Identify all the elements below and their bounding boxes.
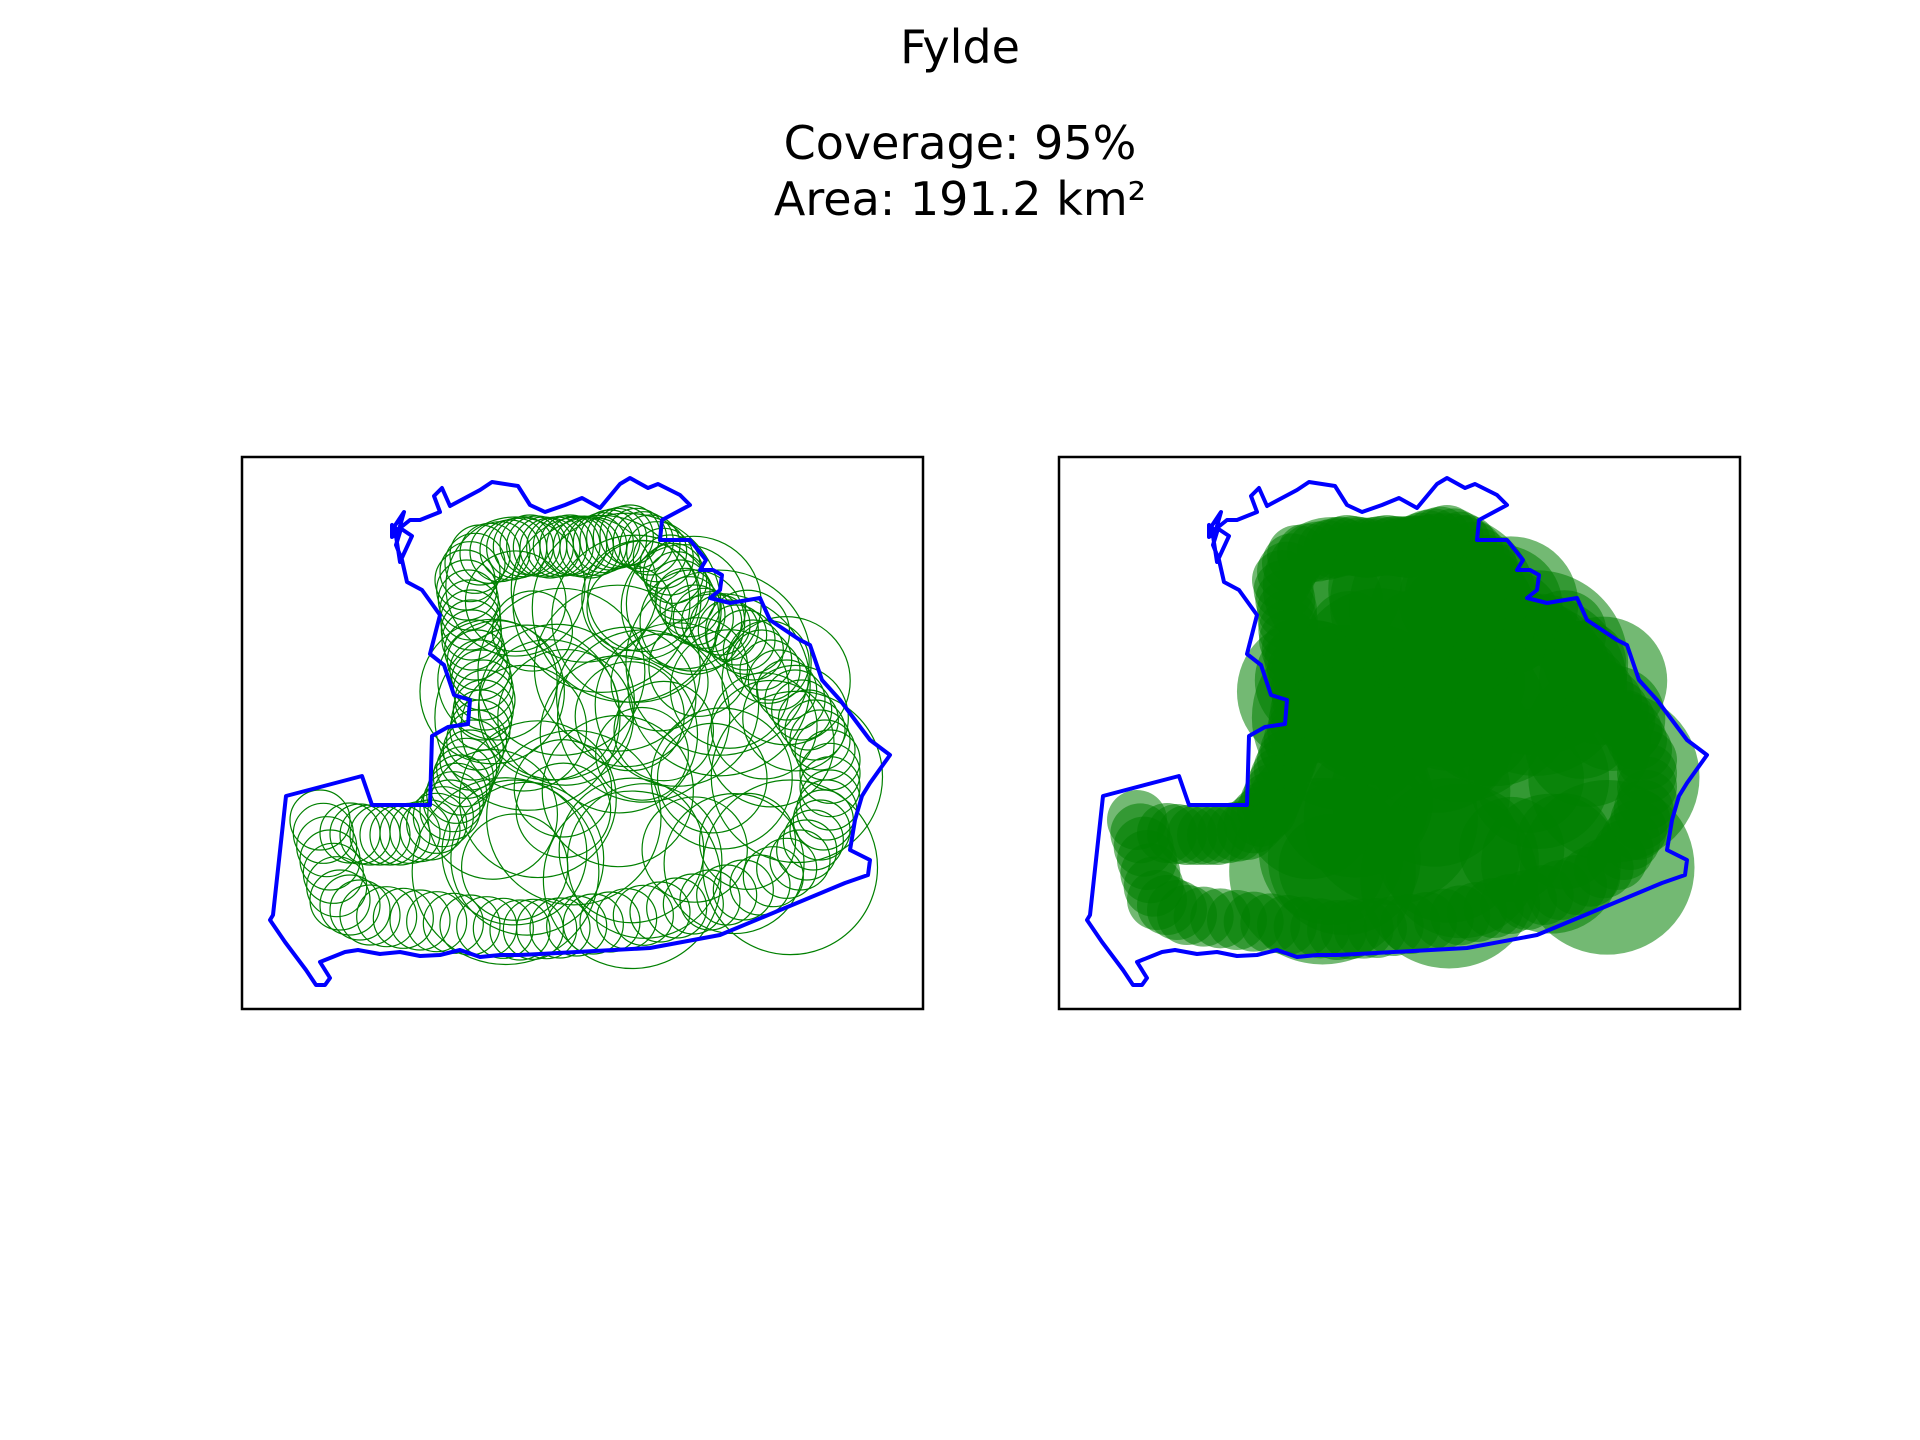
coverage-circle [776, 819, 838, 881]
coverage-circle [406, 792, 468, 854]
panel-circle-fills [1057, 455, 1742, 1011]
coverage-circle [586, 564, 673, 652]
coverage-circle [419, 779, 481, 841]
figure-title: Fylde [900, 20, 1020, 74]
coverage-circle [460, 664, 588, 792]
coverage-circle [710, 690, 884, 864]
coverage-circle [613, 680, 715, 782]
coverage-circle [556, 629, 731, 803]
coverage-circle [440, 599, 502, 661]
coverage-circle [627, 592, 811, 777]
coverage-circle [702, 779, 879, 956]
coverage-circle [612, 884, 674, 946]
coverage-circle [439, 541, 501, 603]
coverage-circle [464, 550, 567, 653]
coverage-circle [789, 709, 851, 771]
coverage-circle [411, 777, 600, 966]
coverage-circle [799, 742, 861, 804]
coverage-circle [777, 689, 839, 751]
coverage-circle [574, 661, 685, 772]
coverage-circle [625, 569, 812, 756]
coverage-circle [449, 524, 511, 586]
coverage-circle [663, 793, 805, 935]
boundary-outline-right [1085, 476, 1709, 987]
coverage-circle [710, 672, 818, 780]
coverage-circle [789, 799, 851, 861]
coverage-circle [641, 796, 748, 903]
coverage-circle [649, 559, 711, 621]
coverage-circle [594, 622, 760, 787]
coverage-circle-filled [1137, 803, 1197, 863]
coverage-circle [356, 886, 418, 948]
coverage-circle [309, 869, 371, 931]
coverage-circle [477, 587, 646, 756]
coverage-circle [725, 620, 810, 704]
coverage-circle [610, 633, 709, 732]
coverage-circle [541, 714, 694, 868]
coverage-circle [406, 891, 468, 953]
coverage-circle [707, 679, 835, 808]
coverage-circle [516, 898, 578, 960]
coverage-circle [771, 679, 833, 741]
coverage-circles-outline [289, 504, 884, 970]
coverage-circle-filled [1357, 655, 1515, 813]
coverage-circle [458, 720, 617, 879]
coverage-circle [529, 897, 591, 959]
coverage-circle [339, 884, 401, 946]
coverage-circle [664, 584, 726, 646]
coverage-circle [472, 897, 534, 959]
coverage-circle [650, 707, 793, 850]
coverage-circle [562, 893, 624, 955]
coverage-circle-filled [1528, 691, 1700, 863]
coverage-circle [558, 777, 705, 924]
coverage-circle [485, 729, 662, 906]
coverage-circle [450, 781, 605, 936]
coverage-circle [722, 619, 784, 681]
coverage-circle [656, 722, 768, 834]
coverage-circle [319, 874, 381, 936]
coverage-circle [794, 719, 856, 781]
coverage-circle [539, 655, 699, 814]
coverage-circle [419, 618, 565, 765]
coverage-circle [515, 762, 612, 859]
coverage-circle [756, 837, 818, 899]
area-label: Area: 191.2 km² [773, 172, 1147, 226]
coverage-circle [489, 899, 551, 961]
coverage-circle [444, 532, 506, 594]
coverage-circle [669, 629, 790, 749]
coverage-circle [389, 889, 451, 951]
coverage-circle-filled [1328, 516, 1475, 663]
coverage-circles-filled [1107, 505, 1700, 969]
coverage-circle [542, 790, 722, 970]
coverage-circle [782, 809, 844, 871]
coverage-circle [434, 624, 621, 811]
axes-frame-left [240, 455, 925, 1011]
coverage-circle [319, 802, 381, 864]
coverage-label: Coverage: 95% [783, 116, 1137, 170]
coverage-circle [566, 783, 723, 939]
coverage-circle [445, 516, 586, 657]
coverage-circle [427, 749, 559, 880]
coverage-circle [662, 873, 724, 935]
coverage-circle [595, 706, 689, 801]
coverage-circle [769, 829, 831, 891]
coverage-circle [672, 587, 734, 649]
coverage-circle [742, 664, 849, 772]
coverage-circle [551, 534, 720, 704]
coverage-circle [698, 792, 797, 891]
coverage-circle [449, 699, 511, 761]
coverage-circle [372, 887, 434, 949]
coverage-circle [620, 543, 747, 670]
coverage-circle [329, 879, 391, 941]
coverage-circle [510, 515, 658, 663]
coverage-circle [329, 803, 391, 865]
coverage-circle [546, 895, 608, 957]
coverage-circle [555, 626, 697, 768]
boundary-outline-left [268, 476, 892, 987]
coverage-circle [629, 881, 691, 943]
coverage-circle [491, 590, 574, 672]
panel-circle-outlines [240, 455, 925, 1011]
